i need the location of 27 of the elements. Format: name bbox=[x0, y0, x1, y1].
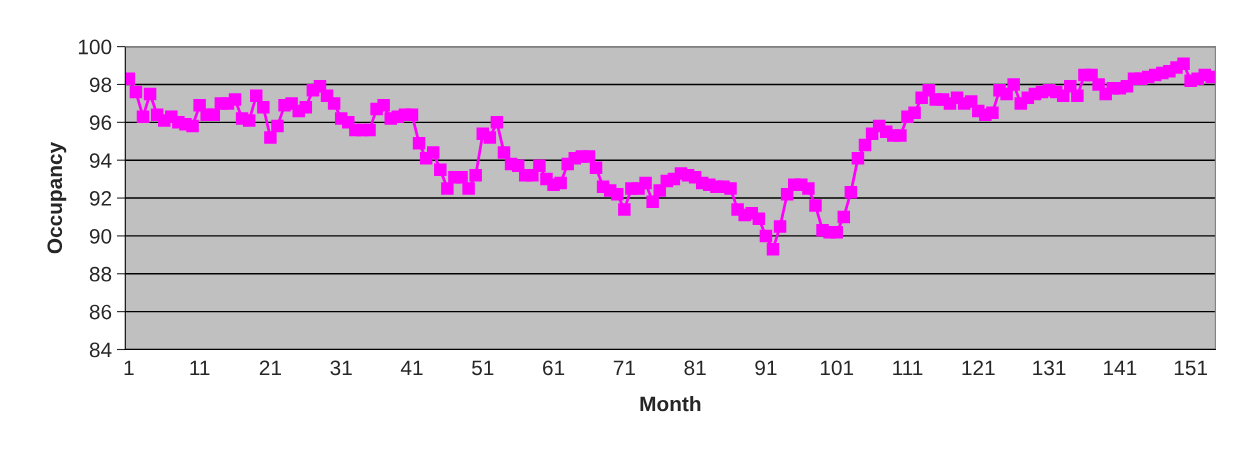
y-tick-label: 98 bbox=[89, 77, 112, 93]
x-tick-label: 91 bbox=[755, 360, 777, 376]
x-tick-label: 81 bbox=[684, 360, 706, 376]
x-tick-label: 71 bbox=[613, 360, 635, 376]
y-tick-label: 94 bbox=[89, 153, 112, 168]
y-tick-label: 84 bbox=[89, 342, 112, 358]
x-tick-label: 51 bbox=[472, 360, 494, 376]
y-tick-label: 92 bbox=[89, 191, 112, 206]
y-axis-title: Occupancy bbox=[47, 142, 67, 254]
x-tick-label: 31 bbox=[330, 360, 352, 376]
y-tick-label: 86 bbox=[89, 304, 112, 320]
x-tick-label: 61 bbox=[543, 360, 565, 376]
y-tick-label: 90 bbox=[89, 228, 112, 244]
x-tick-label: 141 bbox=[1104, 360, 1137, 376]
x-tick-label: 151 bbox=[1174, 360, 1207, 376]
x-tick-label: 11 bbox=[190, 360, 210, 376]
x-tick-label: 131 bbox=[1033, 360, 1066, 376]
x-axis-title: Month bbox=[640, 396, 701, 412]
x-tick-label: 111 bbox=[893, 360, 923, 376]
y-tick-label: 88 bbox=[89, 266, 112, 282]
y-tick-label: 96 bbox=[89, 115, 112, 131]
x-tick-label: 41 bbox=[400, 360, 423, 376]
x-tick-label: 21 bbox=[259, 360, 281, 376]
x-tick-label: 1 bbox=[124, 360, 134, 376]
y-tick-label: 100 bbox=[78, 39, 112, 55]
x-tick-label: 121 bbox=[962, 360, 995, 376]
x-tick-label: 101 bbox=[820, 360, 854, 376]
